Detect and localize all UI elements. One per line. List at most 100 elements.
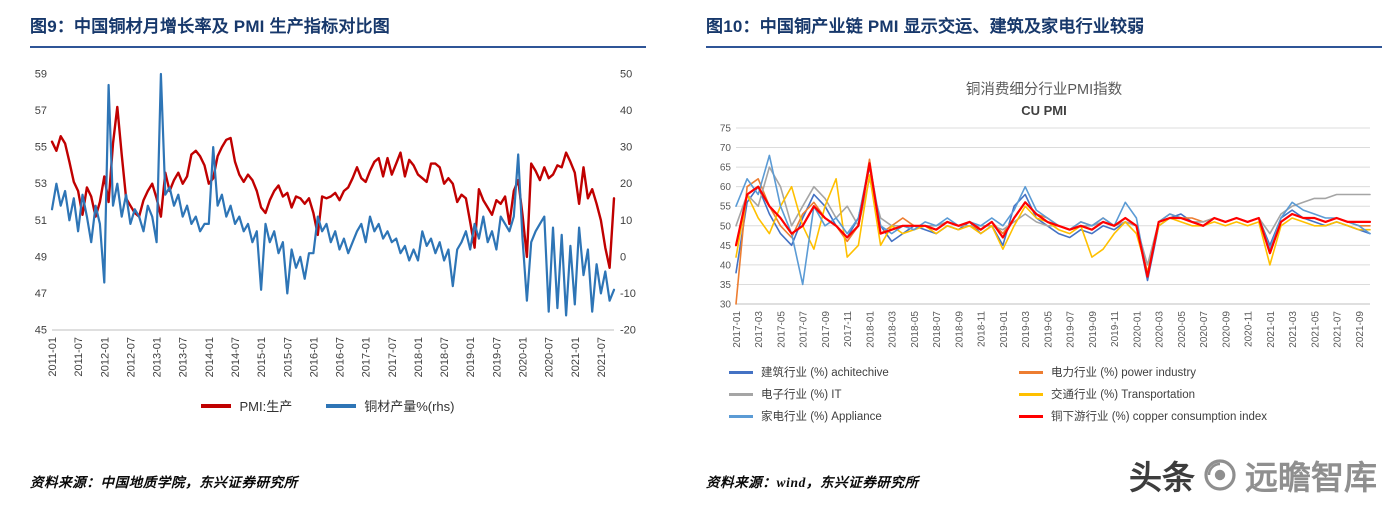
svg-text:57: 57: [35, 105, 47, 117]
legend-item-power: 电力行业 (%) power industry: [1019, 364, 1359, 380]
figure9-legend: PMI:生产 铜材产量%(rhs): [10, 396, 646, 415]
figure9-source: 资料来源：中国地质学院，东兴证券研究所: [30, 475, 298, 490]
svg-text:2019-11: 2019-11: [1110, 311, 1121, 347]
svg-text:53: 53: [35, 178, 47, 190]
legend-item-pmi-production: PMI:生产: [201, 396, 292, 415]
series-copper-output: [50, 72, 616, 317]
legend-swatch-pmi-production: [201, 403, 232, 408]
legend-label: 家电行业 (%) Appliance: [761, 411, 882, 423]
figure10-chart-title: 铜消费细分行业PMI指数: [965, 82, 1123, 98]
svg-text:2018-07: 2018-07: [439, 337, 451, 377]
series-copper-downstream: [734, 162, 1372, 278]
svg-text:70: 70: [720, 143, 732, 154]
svg-text:50: 50: [720, 221, 732, 232]
legend-swatch-construction: [729, 370, 753, 374]
svg-text:-20: -20: [620, 325, 636, 337]
svg-text:2015-01: 2015-01: [256, 337, 268, 377]
figure10-source: 资料来源：wind，东兴证券研究所: [706, 475, 919, 490]
svg-text:2021-09: 2021-09: [1355, 311, 1366, 348]
figure9-title: 图9：中国铜材月增长率及 PMI 生产指标对比图: [30, 12, 646, 48]
svg-text:2019-07: 2019-07: [491, 337, 503, 377]
svg-text:2019-07: 2019-07: [1066, 311, 1077, 348]
legend-swatch-appliance: [729, 414, 753, 418]
figure10-title: 图10：中国铜产业链 PMI 显示交运、建筑及家电行业较弱: [706, 12, 1382, 48]
figure10-chart-subtitle: CU PMI: [1021, 103, 1067, 118]
svg-text:2019-03: 2019-03: [1021, 311, 1032, 348]
svg-text:47: 47: [35, 288, 47, 300]
svg-text:2021-05: 2021-05: [1310, 311, 1321, 348]
watermark-brand: 头条: [1129, 459, 1195, 496]
svg-text:2015-07: 2015-07: [282, 337, 294, 377]
svg-text:2020-07: 2020-07: [1199, 311, 1210, 348]
svg-text:2021-07: 2021-07: [596, 337, 608, 377]
svg-text:2019-01: 2019-01: [999, 311, 1010, 348]
svg-text:2012-01: 2012-01: [99, 337, 111, 377]
svg-text:2021-07: 2021-07: [1333, 311, 1344, 348]
svg-text:2017-09: 2017-09: [821, 311, 832, 348]
watermark: 头条 远瞻智库: [1129, 451, 1377, 499]
svg-text:75: 75: [720, 124, 732, 135]
svg-text:2018-03: 2018-03: [888, 311, 899, 348]
svg-text:2020-11: 2020-11: [1244, 311, 1255, 347]
svg-text:2017-01: 2017-01: [732, 311, 743, 348]
svg-text:2017-03: 2017-03: [754, 311, 765, 348]
pmi-copper-output-chart: 45 47 49 51 53 55 57 59 -20 -10 0 10 20 30 40 50 2011-01…: [35, 69, 636, 378]
svg-text:2017-11: 2017-11: [843, 311, 854, 347]
svg-text:2017-07: 2017-07: [799, 311, 810, 348]
svg-text:2020-07: 2020-07: [544, 337, 556, 377]
svg-text:2018-09: 2018-09: [954, 311, 965, 348]
svg-text:59: 59: [35, 69, 47, 81]
svg-text:2014-07: 2014-07: [230, 337, 242, 377]
legend-label: 铜下游行业 (%) copper consumption index: [1051, 411, 1268, 423]
svg-text:2020-03: 2020-03: [1155, 311, 1166, 348]
legend-label: PMI:生产: [239, 399, 293, 414]
svg-text:55: 55: [35, 142, 47, 154]
legend-swatch-copper-downstream: [1019, 414, 1043, 418]
legend-swatch-power: [1019, 370, 1043, 374]
svg-text:2013-01: 2013-01: [152, 337, 164, 377]
svg-text:40: 40: [620, 105, 632, 117]
svg-text:2020-01: 2020-01: [1132, 311, 1143, 348]
figure9-panel: 图9：中国铜材月增长率及 PMI 生产指标对比图 45 47 49 51 53 55 57 5…: [30, 12, 646, 499]
figure10-panel: 图10：中国铜产业链 PMI 显示交运、建筑及家电行业较弱 铜消费细分行业PMI…: [706, 12, 1382, 499]
svg-text:2021-01: 2021-01: [570, 337, 582, 377]
legend-label: 电子行业 (%) IT: [761, 389, 842, 401]
legend-label: 电力行业 (%) power industry: [1051, 367, 1197, 379]
svg-text:2018-11: 2018-11: [977, 311, 988, 347]
svg-text:2020-01: 2020-01: [518, 337, 530, 377]
svg-text:45: 45: [35, 325, 47, 337]
legend-item-transportation: 交通行业 (%) Transportation: [1019, 386, 1359, 402]
svg-text:55: 55: [720, 202, 732, 213]
svg-text:0: 0: [620, 251, 626, 263]
svg-text:2021-03: 2021-03: [1288, 311, 1299, 348]
svg-text:-10: -10: [620, 288, 636, 300]
series-pmi-production: [50, 105, 616, 270]
svg-text:2017-01: 2017-01: [361, 337, 373, 377]
svg-text:50: 50: [620, 69, 632, 81]
svg-text:30: 30: [720, 300, 732, 311]
svg-text:60: 60: [720, 182, 732, 193]
svg-text:2011-07: 2011-07: [73, 337, 85, 377]
svg-text:2021-01: 2021-01: [1266, 311, 1277, 348]
svg-text:2019-05: 2019-05: [1043, 311, 1054, 348]
yuanzhan-logo-icon: [1204, 459, 1236, 491]
svg-text:2012-07: 2012-07: [125, 337, 137, 377]
legend-swatch-copper-output: [326, 403, 357, 408]
legend-item-copper-downstream: 铜下游行业 (%) copper consumption index: [1019, 408, 1359, 424]
svg-text:35: 35: [720, 280, 732, 291]
svg-text:10: 10: [620, 215, 632, 227]
legend-item-electronics: 电子行业 (%) IT: [729, 386, 1019, 402]
figure10-legend: 建筑行业 (%) achitechive 电力行业 (%) power indus…: [706, 364, 1382, 424]
watermark-handle: 远瞻智库: [1245, 459, 1377, 496]
svg-text:45: 45: [720, 241, 732, 252]
svg-text:2011-01: 2011-01: [47, 337, 59, 377]
svg-text:2020-05: 2020-05: [1177, 311, 1188, 348]
svg-text:2020-09: 2020-09: [1221, 311, 1232, 348]
svg-text:30: 30: [620, 142, 632, 154]
svg-text:2016-01: 2016-01: [308, 337, 320, 377]
svg-text:2016-07: 2016-07: [335, 337, 347, 377]
svg-text:2018-05: 2018-05: [910, 311, 921, 348]
svg-text:20: 20: [620, 178, 632, 190]
legend-item-construction: 建筑行业 (%) achitechive: [729, 364, 1019, 380]
